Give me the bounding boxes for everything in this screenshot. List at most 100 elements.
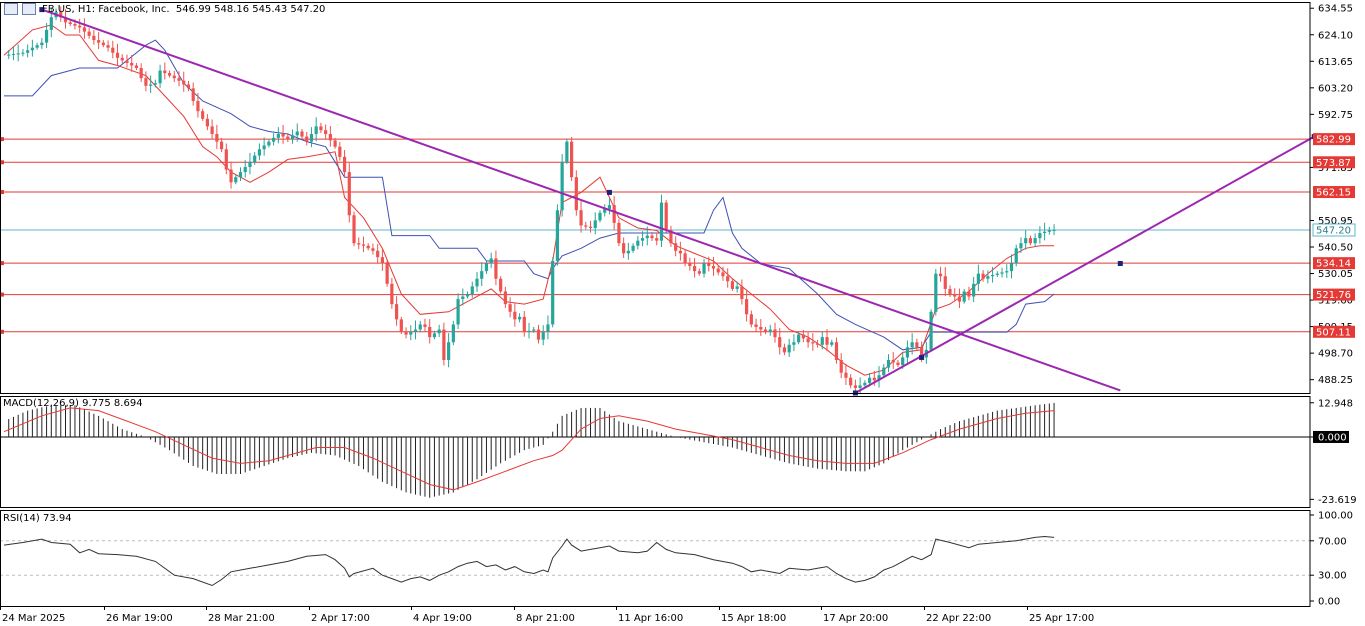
price-pane[interactable] <box>0 6 1317 396</box>
candle-body <box>574 177 578 211</box>
candle-body <box>167 73 172 76</box>
indicator-icon[interactable] <box>22 3 36 15</box>
rsi-line <box>3 535 1055 587</box>
trendline-anchor[interactable] <box>39 7 45 13</box>
candle-body <box>314 126 318 135</box>
candle-body <box>726 276 730 282</box>
rsi-line <box>0 535 1310 587</box>
candle-body <box>853 385 857 388</box>
ohlc-values: 546.99 548.16 545.43 547.20 <box>175 4 326 15</box>
candle-body <box>607 205 612 209</box>
time-tick-label: 4 Apr 19:00 <box>413 613 472 624</box>
candle-body <box>981 273 985 279</box>
time-tick-label: 8 Apr 21:00 <box>516 613 575 624</box>
candle-body <box>238 172 243 178</box>
candle-body <box>655 238 659 241</box>
candle-body <box>953 293 957 297</box>
macd-pane[interactable] <box>0 402 1310 498</box>
candle-body <box>920 347 924 358</box>
candle-body <box>172 75 176 79</box>
candle-body <box>215 134 219 142</box>
level-price-tag <box>1313 288 1355 301</box>
candle-body <box>163 70 167 74</box>
candle-body <box>290 135 295 140</box>
level-handle[interactable] <box>0 292 4 297</box>
symbol-info: FB.US, H1: Facebook, Inc. <box>42 4 170 15</box>
rsi-tick-label: 0.00 <box>1318 597 1340 608</box>
rsi-pane[interactable] <box>0 535 1310 587</box>
candle-body <box>839 359 843 373</box>
candle-body <box>224 149 228 170</box>
candle-body <box>92 35 96 41</box>
candle-body <box>863 382 867 386</box>
macd-signal-line <box>3 407 1055 491</box>
candle-body <box>437 329 441 334</box>
trendline-ascending[interactable] <box>854 135 1315 394</box>
level-handle[interactable] <box>0 137 4 142</box>
candle-body <box>1047 230 1051 232</box>
pane-frames <box>0 2 1311 607</box>
candle-body <box>834 342 839 360</box>
time-tick-label: 28 Mar 21:00 <box>208 613 275 624</box>
candle-body <box>825 337 829 345</box>
chart-menu-icon[interactable] <box>4 3 18 15</box>
candle-body <box>30 47 34 51</box>
candle-body <box>910 342 914 348</box>
candle-body <box>191 88 195 102</box>
candle-body <box>229 169 233 183</box>
trendline-descending[interactable] <box>41 8 1121 392</box>
candle-body <box>650 235 654 239</box>
candle-body <box>380 257 384 264</box>
level-price-label: 573.87 <box>1316 158 1351 169</box>
candle-body <box>319 126 323 131</box>
candle-body <box>745 299 749 315</box>
level-handle[interactable] <box>0 329 4 334</box>
candle-body <box>849 377 853 386</box>
candle-body <box>328 134 332 141</box>
candle-body <box>158 70 162 84</box>
bid-price-tag <box>1312 223 1356 237</box>
trendline-anchor[interactable] <box>606 189 612 195</box>
candle-body <box>149 84 153 86</box>
candle-body <box>631 245 635 251</box>
candle-body <box>754 324 758 327</box>
candle-body <box>442 329 446 360</box>
price-tick-label: 498.70 <box>1318 349 1353 360</box>
candle-body <box>101 42 105 46</box>
candle-body <box>763 329 768 333</box>
candle-body <box>867 377 872 383</box>
candle-body <box>418 324 422 330</box>
level-handle[interactable] <box>0 261 4 266</box>
trendline-anchor[interactable] <box>1117 261 1123 267</box>
candle-body <box>309 134 314 142</box>
candle-body <box>210 126 214 135</box>
candle-body <box>390 283 394 305</box>
level-handle[interactable] <box>0 190 4 195</box>
candle-body <box>844 372 848 378</box>
price-tick-label: 571.85 <box>1318 163 1353 174</box>
candle-body <box>253 155 257 162</box>
level-handle[interactable] <box>0 160 4 165</box>
candle-body <box>1009 263 1014 272</box>
level-price-tag <box>1313 186 1355 199</box>
candle-body <box>205 118 209 127</box>
trendline-anchor[interactable] <box>919 354 925 360</box>
candle-body <box>1014 248 1018 264</box>
candle-body <box>409 332 413 335</box>
candle-body <box>324 130 328 135</box>
candle-body <box>711 266 716 269</box>
candle-body <box>480 271 484 279</box>
trendlines[interactable] <box>39 7 1317 396</box>
candle-body <box>830 342 834 345</box>
candles <box>7 6 1056 395</box>
candle-body <box>555 210 560 261</box>
candle-body <box>494 258 498 279</box>
candle-body <box>603 208 607 213</box>
candle-body <box>692 266 697 272</box>
candle-body <box>986 276 990 279</box>
level-price-label: 562.15 <box>1316 188 1351 199</box>
candle-body <box>990 274 995 277</box>
candle-body <box>1052 229 1056 231</box>
candle-body <box>257 149 262 156</box>
